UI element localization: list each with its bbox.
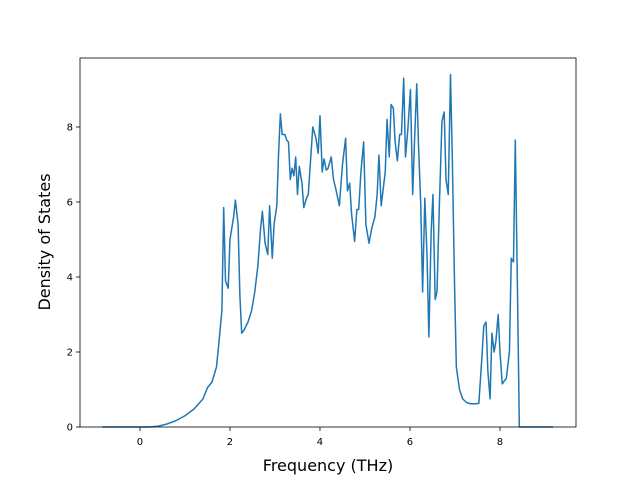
x-tick-label: 0 [137, 437, 143, 448]
x-axis-label: Frequency (THz) [263, 456, 393, 475]
x-tick-label: 2 [227, 437, 233, 448]
y-axis-label: Density of States [35, 173, 54, 310]
y-tick-label: 2 [67, 348, 73, 359]
x-tick-label: 4 [317, 437, 323, 448]
y-tick-label: 8 [67, 123, 73, 134]
x-tick-label: 8 [497, 437, 503, 448]
plot-frame [79, 57, 577, 428]
y-tick-label: 4 [67, 273, 73, 284]
y-tick-label: 6 [67, 198, 73, 209]
y-tick-label: 0 [67, 423, 73, 434]
data-line [102, 73, 554, 428]
x-tick-label: 6 [407, 437, 413, 448]
